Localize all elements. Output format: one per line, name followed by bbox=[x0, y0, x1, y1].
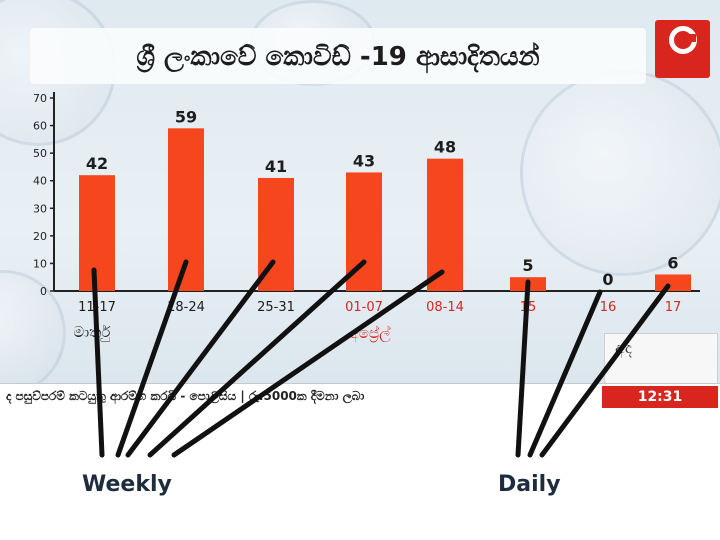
data-label: 41 bbox=[265, 157, 287, 176]
news-ticker: ද පසුව්පරම් කටයුතු ආරම්භ කරයි - පොලිසිය … bbox=[0, 383, 720, 412]
chart-title: ශ්‍රී ලංකාවේ කොවිඩ් -19 ආසාදිතයන් bbox=[136, 42, 540, 72]
x-tick-label: 16 bbox=[600, 300, 617, 315]
title-banner: ශ්‍රී ලංකාවේ කොවිඩ් -19 ආසාදිතයන් bbox=[30, 28, 646, 84]
bar-17 bbox=[655, 274, 691, 291]
y-tick-label: 60 bbox=[33, 120, 47, 133]
x-tick-label: 01-07 bbox=[345, 300, 383, 315]
x-tick-label: 25-31 bbox=[257, 300, 295, 315]
weekly-pointer-line bbox=[171, 269, 445, 458]
month-label: මාර්තු bbox=[74, 323, 111, 341]
y-tick-label: 30 bbox=[33, 202, 47, 215]
broadcast-clock: 12:31 bbox=[602, 386, 718, 408]
channel-logo bbox=[655, 20, 710, 78]
weekly-pointer-line bbox=[147, 259, 367, 458]
daily-pointer-line bbox=[527, 289, 603, 458]
data-label: 5 bbox=[522, 256, 533, 275]
tv-broadcast-frame: ශ්‍රී ලංකාවේ කොවිඩ් -19 ආසාදිතයන් 0 10 20 3… bbox=[0, 0, 720, 412]
bar-series bbox=[79, 128, 691, 291]
weekly-pointer-line bbox=[125, 259, 276, 458]
y-tick-label: 0 bbox=[40, 285, 47, 298]
weekly-pointer-line bbox=[115, 259, 189, 458]
data-label: 43 bbox=[353, 151, 375, 170]
x-tick-label: 17 bbox=[665, 300, 682, 315]
virus-background-graphic bbox=[520, 70, 720, 276]
y-tick-label: 40 bbox=[33, 175, 47, 188]
data-label: 6 bbox=[667, 253, 678, 272]
daily-pointer-line bbox=[515, 279, 531, 458]
bar-08-14 bbox=[427, 158, 463, 291]
daily-caption: Daily bbox=[498, 472, 561, 497]
y-tick-label: 50 bbox=[33, 147, 47, 160]
data-label: 59 bbox=[175, 107, 197, 126]
y-tick-label: 10 bbox=[33, 257, 47, 270]
y-tick-label: 20 bbox=[33, 230, 47, 243]
y-tick-label: 70 bbox=[33, 92, 47, 105]
weekly-caption: Weekly bbox=[82, 472, 172, 497]
x-tick-label: 18-24 bbox=[167, 300, 205, 315]
g-logo-icon bbox=[669, 26, 697, 54]
x-tick-label: 08-14 bbox=[426, 300, 464, 315]
data-label: 0 bbox=[602, 270, 613, 289]
ticker-text: ද පසුව්පරම් කටයුතු ආරම්භ කරයි - පොලිසිය … bbox=[6, 389, 365, 403]
weekly-pointer-line bbox=[91, 267, 105, 458]
bar-11-17 bbox=[79, 175, 115, 291]
data-label: 48 bbox=[434, 138, 456, 157]
daily-pointer-line bbox=[539, 283, 671, 458]
data-label: 42 bbox=[86, 154, 108, 173]
